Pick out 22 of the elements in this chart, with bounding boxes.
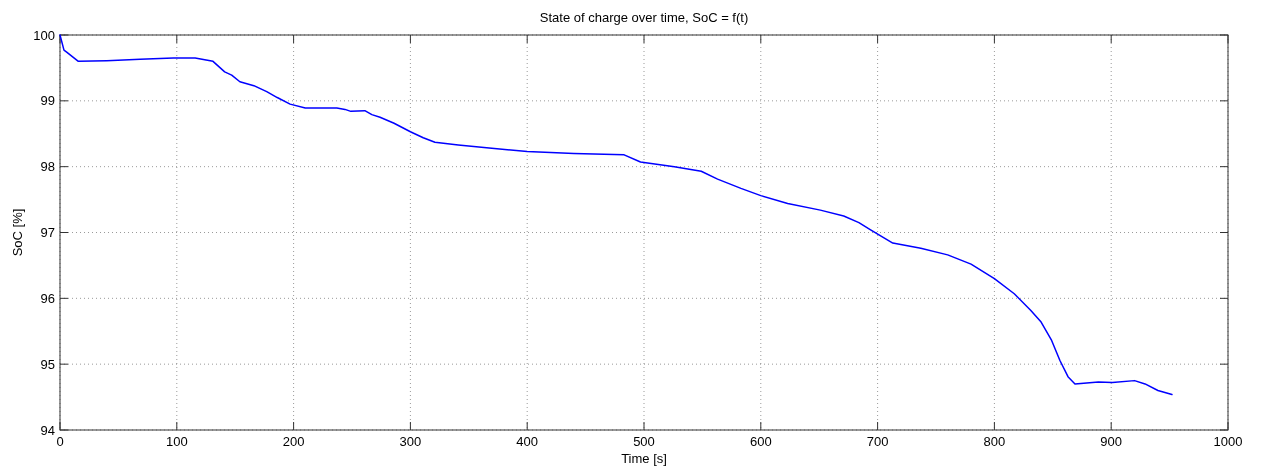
y-tick-label: 100: [33, 27, 55, 43]
x-tick-label: 300: [399, 434, 422, 449]
x-tick-label: 700: [866, 434, 889, 449]
y-tick-label: 99: [40, 93, 55, 109]
x-tick-label: 200: [282, 434, 305, 449]
y-tick-label: 97: [40, 225, 55, 241]
x-tick-label: 1000: [1213, 434, 1243, 449]
line-series: [59, 34, 1173, 396]
x-tick-label: 600: [749, 434, 772, 449]
x-tick-label: 100: [165, 434, 188, 449]
y-tick-label: 96: [40, 290, 55, 306]
x-tick-label: 500: [633, 434, 655, 449]
y-tick-label: 98: [40, 159, 55, 175]
y-axis-title: SoC [%]: [10, 208, 25, 257]
x-tick-label: 400: [516, 434, 539, 449]
x-tick-label: 900: [1100, 434, 1123, 449]
y-tick-label: 94: [40, 422, 55, 438]
y-tick-label: 95: [40, 356, 55, 372]
chart-title: State of charge over time, SoC = f(t): [539, 10, 749, 25]
x-axis-title: Time [s]: [621, 451, 667, 466]
x-tick-label: 0: [56, 434, 64, 449]
x-tick-label: 800: [983, 434, 1006, 449]
